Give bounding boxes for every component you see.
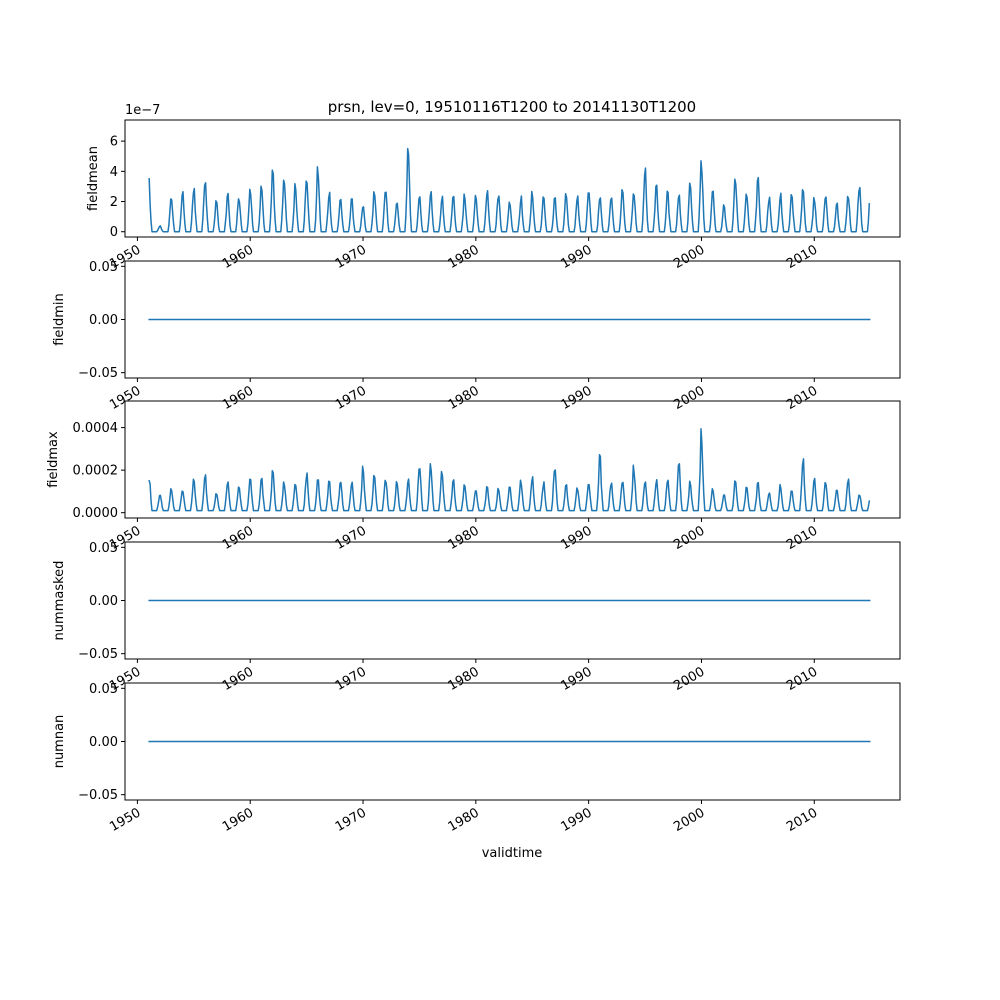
y-tick-label: 0.0000 [73, 506, 119, 521]
y-axis-label: fieldmax [46, 431, 61, 488]
series-line-fieldmean [148, 147, 871, 233]
y-axis-label: fieldmean [86, 146, 101, 211]
x-tick-label: 1960 [220, 242, 256, 272]
x-tick-label: 1980 [446, 805, 482, 835]
x-tick-label: 1970 [333, 805, 369, 835]
y-tick-label: −0.05 [78, 366, 118, 381]
x-axis-label: validtime [482, 846, 543, 861]
x-tick-label: 2000 [671, 664, 707, 694]
x-tick-label: 2010 [784, 383, 820, 413]
offset-text: 1e−7 [125, 103, 160, 118]
y-axis-label: nummasked [52, 561, 67, 641]
x-tick-label: 1990 [558, 664, 594, 694]
axes-frame [124, 119, 901, 238]
y-axis-label: numnan [52, 715, 67, 769]
y-tick-label: 2 [110, 195, 118, 210]
x-tick-label: 2000 [671, 523, 707, 553]
x-tick-label: 1990 [558, 805, 594, 835]
x-tick-label: 1970 [333, 242, 369, 272]
x-tick-label: 2010 [784, 805, 820, 835]
x-tick-label: 1980 [446, 383, 482, 413]
x-tick-label: 2000 [671, 242, 707, 272]
y-tick-label: 0 [110, 225, 118, 240]
y-tick-label: 0.05 [89, 682, 118, 697]
y-tick-label: 6 [110, 135, 118, 150]
y-tick-label: −0.05 [78, 647, 118, 662]
y-axis-label: fieldmin [52, 293, 67, 346]
y-tick-label: 0.0004 [73, 421, 119, 436]
figure-title: prsn, lev=0, 19510116T1200 to 20141130T1… [328, 98, 696, 116]
y-tick-label: 0.00 [89, 313, 118, 328]
x-tick-label: 1960 [220, 664, 256, 694]
y-tick-label: 0.0002 [73, 464, 119, 479]
x-tick-label: 1980 [446, 523, 482, 553]
x-tick-label: 1970 [333, 523, 369, 553]
series-line-fieldmax [148, 428, 871, 512]
axes-frame [124, 400, 901, 519]
y-tick-label: −0.05 [78, 788, 118, 803]
y-tick-label: 0.05 [89, 260, 118, 275]
x-tick-label: 1990 [558, 523, 594, 553]
x-tick-label: 1970 [333, 664, 369, 694]
x-tick-label: 2010 [784, 523, 820, 553]
x-tick-label: 1950 [107, 805, 143, 835]
x-tick-label: 1970 [333, 383, 369, 413]
x-tick-label: 1960 [220, 523, 256, 553]
y-tick-label: 0.05 [89, 541, 118, 556]
x-tick-label: 2010 [784, 242, 820, 272]
x-tick-label: 1980 [446, 664, 482, 694]
y-tick-label: 4 [110, 165, 118, 180]
x-tick-label: 1960 [220, 383, 256, 413]
panel-numnan: −0.05 0.00 0.05 1950 1960 1970 1980 1990 2000 201… [52, 682, 901, 835]
x-tick-label: 1960 [220, 805, 256, 835]
x-tick-label: 2000 [671, 805, 707, 835]
x-tick-label: 1990 [558, 383, 594, 413]
x-tick-label: 2010 [784, 664, 820, 694]
y-tick-label: 0.00 [89, 594, 118, 609]
x-tick-label: 1990 [558, 242, 594, 272]
x-tick-label: 1980 [446, 242, 482, 272]
y-tick-label: 0.00 [89, 735, 118, 750]
x-tick-label: 2000 [671, 383, 707, 413]
